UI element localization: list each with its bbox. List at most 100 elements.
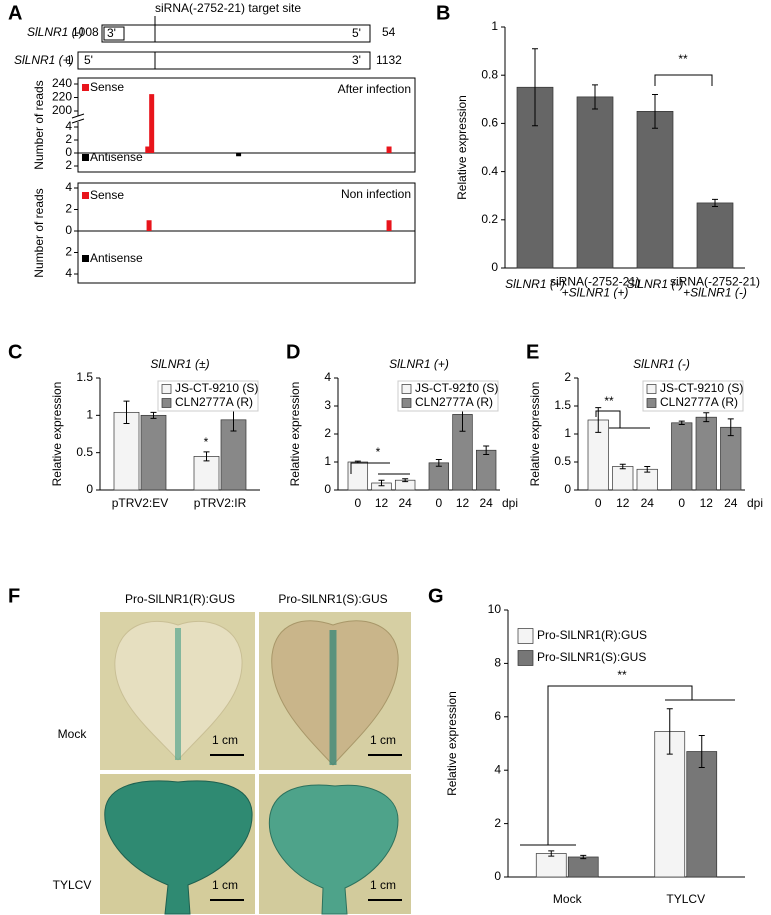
legend-box <box>157 380 259 412</box>
transcript-start: 1008 <box>72 25 99 39</box>
panel-label: F <box>8 585 20 607</box>
significance-bracket <box>350 462 410 475</box>
error-bar <box>150 411 157 419</box>
y-axis-label: Relative expression <box>445 691 459 796</box>
bar <box>140 414 167 491</box>
panel-label: D <box>286 341 300 363</box>
significance-bracket <box>654 74 713 86</box>
x-tick-label: 12 <box>375 496 389 510</box>
error-bar <box>644 465 651 473</box>
legend-label: Sense <box>90 188 124 202</box>
y-tick-label: 1 <box>564 426 571 440</box>
legend-label: Pro-SlLNR1(R):GUS <box>537 628 647 642</box>
legend-swatch <box>646 398 657 408</box>
read-bar <box>236 153 242 157</box>
column-header: Pro-SlLNR1(R):GUS <box>125 592 235 606</box>
y-tick-label: 2 <box>324 426 331 440</box>
legend-box <box>642 380 744 412</box>
y-tick-label: 2 <box>564 370 571 384</box>
y-tick-label: 4 <box>65 119 72 133</box>
end-label: 5' <box>352 26 361 40</box>
y-tick-label: 0.5 <box>76 445 93 459</box>
bar <box>113 411 140 491</box>
legend-label: CLN2777A (R) <box>660 395 738 409</box>
axis-break <box>73 116 83 122</box>
error-bar <box>698 734 705 769</box>
panel-label: E <box>526 341 539 363</box>
x-tick-label: 24 <box>479 496 493 510</box>
panel-label: G <box>428 585 444 607</box>
x-tick-label: 0 <box>595 496 602 510</box>
x-tick-label: siRNA(-2752-21) <box>550 275 640 289</box>
bar <box>686 751 718 878</box>
read-bar <box>386 146 392 153</box>
significance-label: * <box>468 380 473 394</box>
panel-label: A <box>8 2 22 24</box>
y-tick-label: 6 <box>494 709 501 723</box>
y-tick-label: 0 <box>65 223 72 237</box>
bar <box>612 466 634 491</box>
read-bar <box>146 220 152 231</box>
x-tick-label: 0 <box>354 496 361 510</box>
significance-label: * <box>376 445 381 459</box>
panel-title: SlLNR1 (±) <box>150 357 209 371</box>
bar <box>193 456 220 491</box>
y-tick-label: 0 <box>86 482 93 496</box>
error-bar <box>652 93 658 129</box>
y-tick-label: 0.2 <box>481 212 498 226</box>
x-tick-label: 24 <box>398 496 412 510</box>
legend-label: Pro-SlLNR1(S):GUS <box>537 650 646 664</box>
plot-frame <box>77 77 416 173</box>
y-tick-label: 8 <box>494 656 501 670</box>
legend-swatch <box>646 384 657 394</box>
significance-label: ** <box>617 668 627 682</box>
error-bar <box>203 451 210 462</box>
y-tick-label: 0.4 <box>481 164 498 178</box>
end-label: 3' <box>107 26 116 40</box>
read-bar <box>145 146 151 153</box>
y-tick-label: 0 <box>564 482 571 496</box>
panel-title: Non infection <box>341 187 411 201</box>
transcript-end: 54 <box>382 25 396 39</box>
scale-label: 1 cm <box>212 733 238 747</box>
end-label: 3' <box>352 53 361 67</box>
bar <box>654 731 686 878</box>
y-tick-label: 1 <box>324 454 331 468</box>
y-tick-label: 4 <box>324 370 331 384</box>
x-tick-label: Mock <box>553 892 583 906</box>
bar <box>428 462 450 491</box>
y-axis-label: Number of reads <box>32 80 46 169</box>
legend-swatch <box>517 650 534 666</box>
error-bar <box>592 84 598 110</box>
legend-swatch <box>161 398 172 408</box>
legend-box <box>514 624 699 672</box>
error-bar <box>123 400 130 425</box>
legend-label: JS-CT-9210 (S) <box>660 381 743 395</box>
error-bar <box>580 854 587 860</box>
y-tick-label: 0.5 <box>554 454 571 468</box>
y-tick-label: 2 <box>65 202 72 216</box>
legend-swatch <box>82 255 89 262</box>
y-tick-label: 2 <box>65 132 72 146</box>
x-tick-label: pTRV2:EV <box>112 496 168 510</box>
panel-title: SlLNR1 (-) <box>633 357 690 371</box>
y-axis-label: Relative expression <box>455 95 469 200</box>
end-box <box>103 26 125 41</box>
panel-title: After infection <box>338 82 411 96</box>
y-axis-label: Relative expression <box>288 382 302 487</box>
y-tick-label: 0 <box>324 482 331 496</box>
bar <box>671 422 693 491</box>
y-tick-label: 1.5 <box>554 398 571 412</box>
leaf-images: Pro-SlLNR1(R):GUS Pro-SlLNR1(S):GUS Mock… <box>53 592 411 915</box>
panel-label: B <box>436 2 450 24</box>
bar <box>535 853 567 878</box>
legend-label: JS-CT-9210 (S) <box>415 381 498 395</box>
significance-label: * <box>204 435 209 449</box>
significance-label: ** <box>678 52 688 66</box>
bar <box>576 96 614 269</box>
legend-label: Sense <box>90 80 124 94</box>
y-tick-label: 2 <box>65 158 72 172</box>
x-tick-label: 12 <box>700 496 714 510</box>
panel-title: SlLNR1 (+) <box>389 357 449 371</box>
y-tick-label: 1 <box>86 408 93 422</box>
